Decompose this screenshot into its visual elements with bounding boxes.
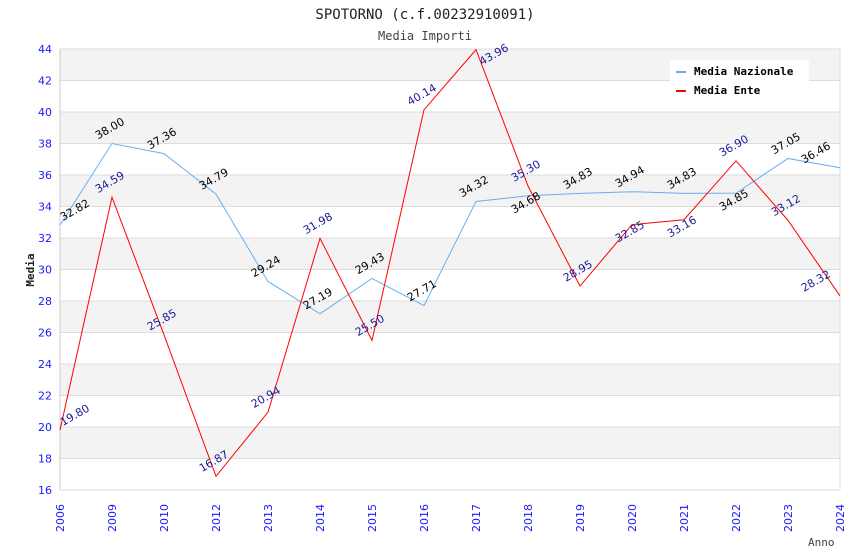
- data-label: 19.80: [58, 402, 92, 429]
- x-tick-label: 2021: [678, 504, 691, 532]
- x-tick-label: 2013: [262, 504, 275, 532]
- y-tick-label: 16: [38, 484, 52, 497]
- chart-subtitle: Media Importi: [378, 29, 472, 43]
- legend-swatch-nazionale: [676, 71, 686, 73]
- grid-band: [60, 112, 840, 144]
- grid-band: [60, 427, 840, 459]
- y-tick-label: 24: [38, 358, 52, 371]
- y-tick-label: 20: [38, 421, 52, 434]
- y-tick-label: 28: [38, 295, 52, 308]
- chart-title: SPOTORNO (c.f.00232910091): [315, 7, 534, 23]
- x-tick-label: 2012: [210, 504, 223, 532]
- series-line-ente: [59, 48, 841, 478]
- data-label: 40.14: [405, 81, 439, 108]
- grid-band: [60, 301, 840, 333]
- data-label: 33.16: [665, 213, 699, 240]
- legend-label-ente: Media Ente: [694, 84, 761, 97]
- y-tick-label: 26: [38, 327, 52, 340]
- legend-label-nazionale: Media Nazionale: [694, 65, 794, 78]
- y-axis-label: Media: [24, 253, 37, 286]
- x-tick-label: 2020: [626, 504, 639, 532]
- x-tick-label: 2015: [366, 504, 379, 532]
- x-tick-label: 2006: [54, 504, 67, 532]
- data-label: 27.71: [405, 277, 439, 304]
- x-axis-label: Anno: [808, 536, 835, 549]
- x-tick-label: 2018: [522, 504, 535, 532]
- y-tick-label: 40: [38, 106, 52, 119]
- y-tick-label: 36: [38, 169, 52, 182]
- legend-swatch-ente: [676, 90, 686, 92]
- x-tick-label: 2014: [314, 504, 327, 532]
- legend: Media Nazionale Media Ente: [670, 60, 809, 102]
- y-tick-label: 44: [38, 43, 52, 56]
- grid-band: [60, 364, 840, 396]
- y-tick-label: 22: [38, 390, 52, 403]
- y-tick-label: 42: [38, 75, 52, 88]
- x-tick-label: 2017: [470, 504, 483, 532]
- x-tick-label: 2009: [106, 504, 119, 532]
- x-tick-label: 2022: [730, 504, 743, 532]
- y-tick-label: 34: [38, 201, 52, 214]
- series-line-nazionale: [59, 142, 841, 315]
- y-tick-label: 30: [38, 264, 52, 277]
- x-tick-label: 2019: [574, 504, 587, 532]
- data-label: 31.98: [301, 210, 335, 237]
- y-tick-label: 18: [38, 453, 52, 466]
- x-tick-label: 2010: [158, 504, 171, 532]
- y-tick-label: 32: [38, 232, 52, 245]
- x-tick-label: 2016: [418, 504, 431, 532]
- x-tick-label: 2023: [782, 504, 795, 532]
- y-tick-label: 38: [38, 138, 52, 151]
- x-tick-label: 2024: [834, 504, 847, 532]
- data-label: 28.32: [799, 268, 833, 295]
